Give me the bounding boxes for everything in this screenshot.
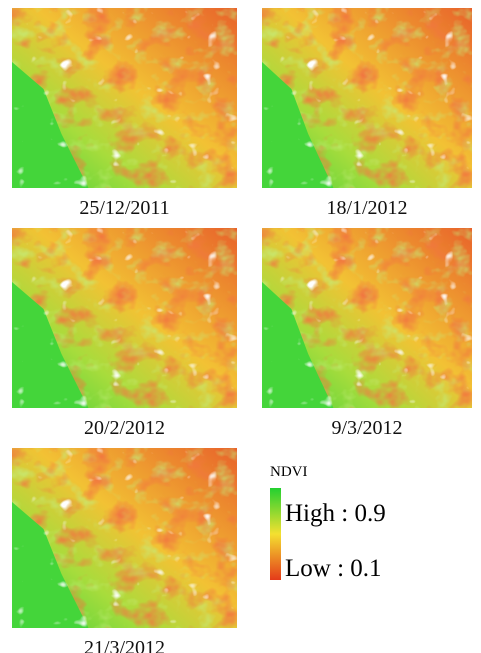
legend-low: Low : 0.1 <box>285 555 382 582</box>
panel-date: 20/2/2012 <box>84 417 165 439</box>
ndvi-image <box>12 448 237 628</box>
ndvi-image <box>12 8 237 188</box>
panels: 25/12/2011 18/1/2012 20/2/2012 9/3/2012 21/3… <box>12 8 472 653</box>
ndvi-raster <box>262 228 472 408</box>
panel-date: 9/3/2012 <box>331 417 402 439</box>
panel-date: 21/3/2012 <box>84 637 165 653</box>
panel-date: 25/12/2011 <box>79 197 169 219</box>
ndvi-raster <box>12 8 237 188</box>
ndvi-raster <box>12 448 237 628</box>
panel-date: 18/1/2012 <box>326 197 407 219</box>
ndvi-image <box>262 228 472 408</box>
legend-title: NDVI <box>270 464 308 480</box>
ndvi-image <box>262 8 472 188</box>
legend-high: High : 0.9 <box>285 500 386 527</box>
ndvi-raster <box>262 8 472 188</box>
ndvi-raster <box>12 228 237 408</box>
ndvi-image <box>12 228 237 408</box>
legend: NDVI High : 0.9 Low : 0.1 <box>270 464 386 582</box>
legend-colorbar <box>270 488 281 580</box>
